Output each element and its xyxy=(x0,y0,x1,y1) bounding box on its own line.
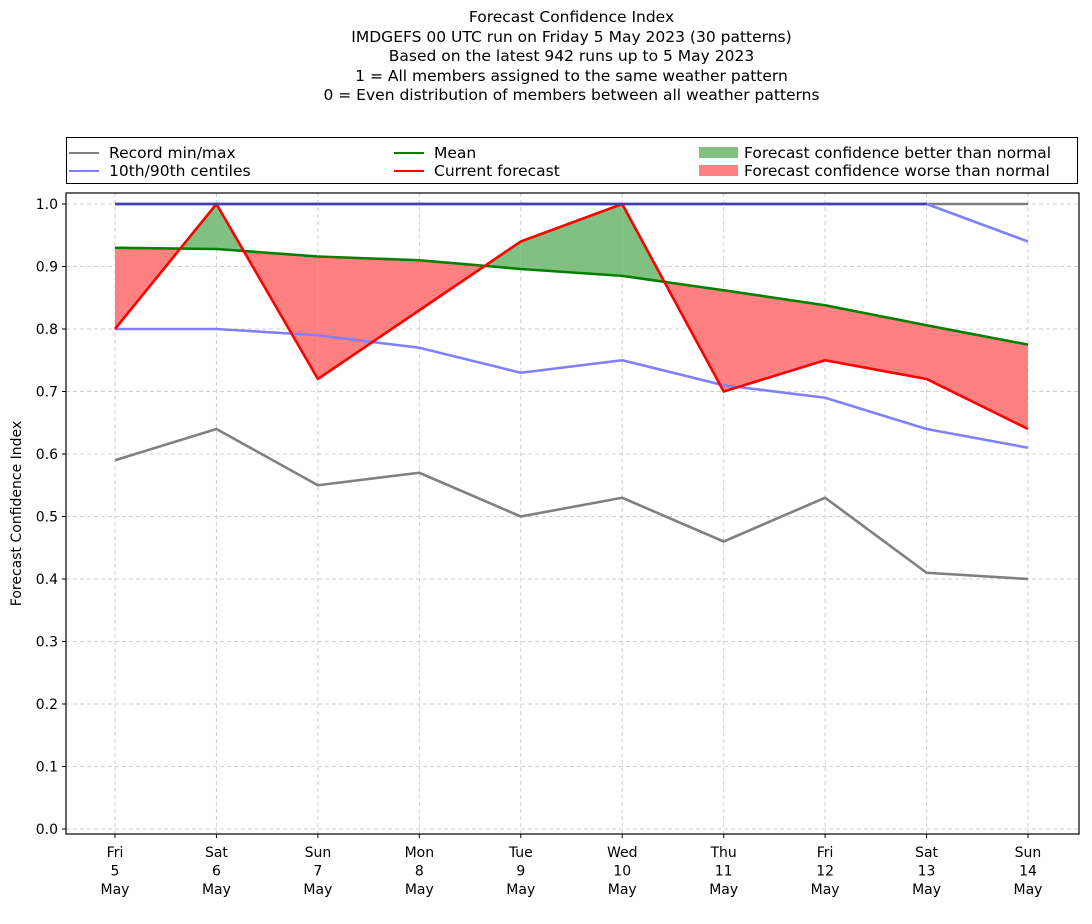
x-tick-label: Thu xyxy=(710,845,737,861)
x-tick-label: Sun xyxy=(1015,845,1042,861)
legend-item-current: Current forecast xyxy=(394,161,560,180)
centile-10-line xyxy=(115,327,1029,450)
chart-subtitle-1: IMDGEFS 00 UTC run on Friday 5 May 2023 … xyxy=(351,27,792,46)
legend-label-better: Forecast confidence better than normal xyxy=(744,143,1052,162)
legend-item-record: Record min/max xyxy=(69,143,236,162)
legend-swatch-current xyxy=(394,169,424,172)
fill-worse-than-normal xyxy=(723,290,826,392)
x-tick-label: Sat xyxy=(205,845,228,861)
x-tick-label: 5 xyxy=(111,864,120,880)
chart-subtitle-2: Based on the latest 942 runs up to 5 May… xyxy=(388,47,755,66)
x-tick-label: 11 xyxy=(715,864,733,880)
x-tick-label: 12 xyxy=(816,864,834,880)
x-tick-label: May xyxy=(303,882,332,898)
x-tick-label: 6 xyxy=(212,864,221,880)
grid xyxy=(66,193,1079,834)
x-tick-label: May xyxy=(405,882,434,898)
plot-frame xyxy=(65,192,1080,835)
fill-worse-than-normal xyxy=(317,256,420,379)
legend-swatch-better xyxy=(699,147,738,158)
axis-ticks: 0.0 0.1 0.2 0.3 0.4 0.5 0.6 0.7 0.8 0.9 1.0 Fri 5 May… xyxy=(36,197,1043,898)
legend-label-worse: Forecast confidence worse than normal xyxy=(744,161,1050,180)
y-tick-label: 0.9 xyxy=(36,260,58,276)
confidence-fills xyxy=(115,204,1028,429)
x-tick-label: Sat xyxy=(915,845,938,861)
y-tick-label: 0.4 xyxy=(36,572,58,588)
legend-swatch-mean xyxy=(394,151,424,154)
x-tick-label: May xyxy=(912,882,941,898)
x-tick-label: Tue xyxy=(508,845,533,861)
chart-title-block: Forecast Confidence Index IMDGEFS 00 UTC… xyxy=(0,8,1092,106)
series-lines xyxy=(113,202,1029,581)
y-tick-label: 0.3 xyxy=(36,635,58,651)
x-tick-label: 10 xyxy=(613,864,631,880)
x-tick-label: May xyxy=(608,882,637,898)
x-tick-label: May xyxy=(709,882,738,898)
mean-line xyxy=(114,246,1029,346)
legend-swatch-record xyxy=(69,151,99,154)
x-tick-label: May xyxy=(202,882,231,898)
x-tick-label: May xyxy=(811,882,840,898)
x-tick-label: 9 xyxy=(516,864,525,880)
current-forecast-line xyxy=(113,202,1029,431)
y-tick-label: 0.1 xyxy=(36,760,58,776)
legend-item-worse: Forecast confidence worse than normal xyxy=(699,161,1050,180)
y-tick-label: 0.6 xyxy=(36,447,58,463)
x-tick-label: 13 xyxy=(918,864,936,880)
legend-label-record: Record min/max xyxy=(109,143,236,162)
legend-label-mean: Mean xyxy=(434,143,477,162)
x-tick-label: 7 xyxy=(313,864,322,880)
x-tick-label: Wed xyxy=(607,845,638,861)
chart-subtitle-4: 0 = Even distribution of members between… xyxy=(323,86,820,105)
legend-item-better: Forecast confidence better than normal xyxy=(699,143,1051,162)
fill-worse-than-normal xyxy=(926,325,1028,429)
x-tick-label: Fri xyxy=(107,845,124,861)
fill-better-than-normal xyxy=(520,204,623,276)
x-tick-label: Sun xyxy=(305,845,332,861)
x-tick-label: 14 xyxy=(1019,864,1037,880)
legend-item-centiles: 10th/90th centiles xyxy=(69,161,251,180)
record-min-line xyxy=(114,427,1029,581)
legend-swatch-centiles xyxy=(69,169,99,172)
legend: Record min/max 10th/90th centiles Mean C… xyxy=(66,137,1078,184)
x-tick-label: May xyxy=(506,882,535,898)
legend-item-mean: Mean xyxy=(394,143,476,162)
y-tick-label: 0.8 xyxy=(36,322,58,338)
legend-swatch-worse xyxy=(699,165,738,176)
legend-label-centiles: 10th/90th centiles xyxy=(109,161,251,180)
fill-worse-than-normal xyxy=(825,305,927,379)
x-tick-label: Fri xyxy=(817,845,834,861)
x-tick-label: May xyxy=(101,882,130,898)
y-axis-label: Forecast Confidence Index xyxy=(9,421,25,606)
y-tick-label: 0.0 xyxy=(36,822,58,838)
y-tick-label: 1.0 xyxy=(36,197,58,213)
chart-subtitle-3: 1 = All members assigned to the same wea… xyxy=(355,66,788,85)
y-tick-label: 0.7 xyxy=(36,385,58,401)
legend-label-current: Current forecast xyxy=(434,161,560,180)
y-tick-label: 0.2 xyxy=(36,697,58,713)
x-tick-label: Mon xyxy=(405,845,435,861)
x-tick-label: 8 xyxy=(415,864,424,880)
x-tick-label: May xyxy=(1014,882,1043,898)
chart-title: Forecast Confidence Index xyxy=(468,8,675,26)
y-tick-label: 0.5 xyxy=(36,510,58,526)
